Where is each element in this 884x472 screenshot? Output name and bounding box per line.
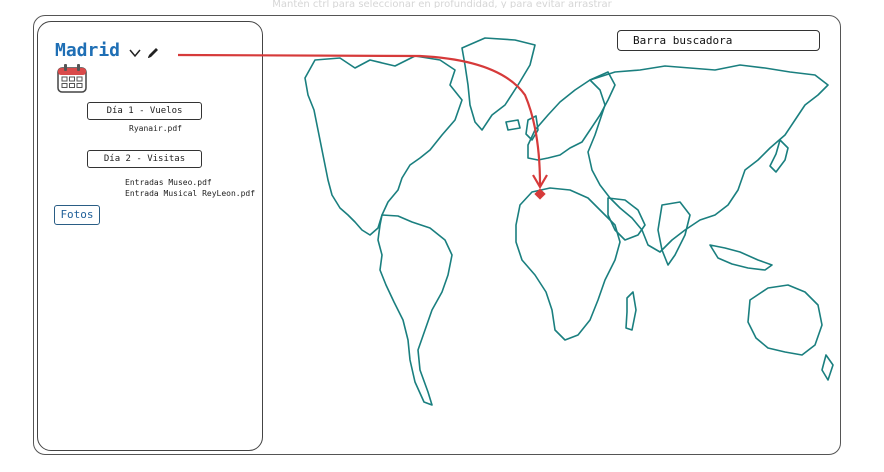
madagascar — [625, 291, 637, 331]
world-map[interactable] — [270, 30, 835, 415]
day-2-button[interactable]: Día 2 - Visitas — [87, 150, 202, 168]
greenland — [461, 37, 536, 131]
south-america — [377, 214, 453, 406]
japan — [769, 139, 789, 173]
sidebar — [37, 21, 263, 451]
asia — [587, 64, 829, 253]
file-link[interactable]: Ryanair.pdf — [129, 124, 182, 133]
main-frame — [33, 15, 841, 455]
chevron-down-icon[interactable] — [128, 46, 142, 60]
indonesia — [709, 244, 773, 271]
instruction-hint: Mantén ctrl para seleccionar en profundi… — [272, 0, 612, 8]
location-marker-icon[interactable] — [534, 188, 546, 200]
iceland — [505, 119, 521, 131]
australia — [747, 284, 823, 356]
calendar-icon[interactable] — [56, 62, 88, 94]
photos-button[interactable]: Fotos — [54, 205, 100, 225]
day-1-button[interactable]: Día 1 - Vuelos — [87, 102, 202, 120]
search-bar[interactable]: Barra buscadora — [617, 30, 820, 51]
africa — [515, 187, 621, 341]
arabia — [607, 197, 646, 241]
new-zealand — [821, 354, 834, 381]
pencil-icon[interactable] — [146, 46, 160, 60]
file-link[interactable]: Entradas Museo.pdf — [125, 178, 212, 187]
city-title[interactable]: Madrid — [55, 40, 121, 61]
north-america — [304, 55, 463, 236]
file-link[interactable]: Entrada Musical ReyLeon.pdf — [125, 189, 256, 198]
india — [657, 201, 691, 266]
